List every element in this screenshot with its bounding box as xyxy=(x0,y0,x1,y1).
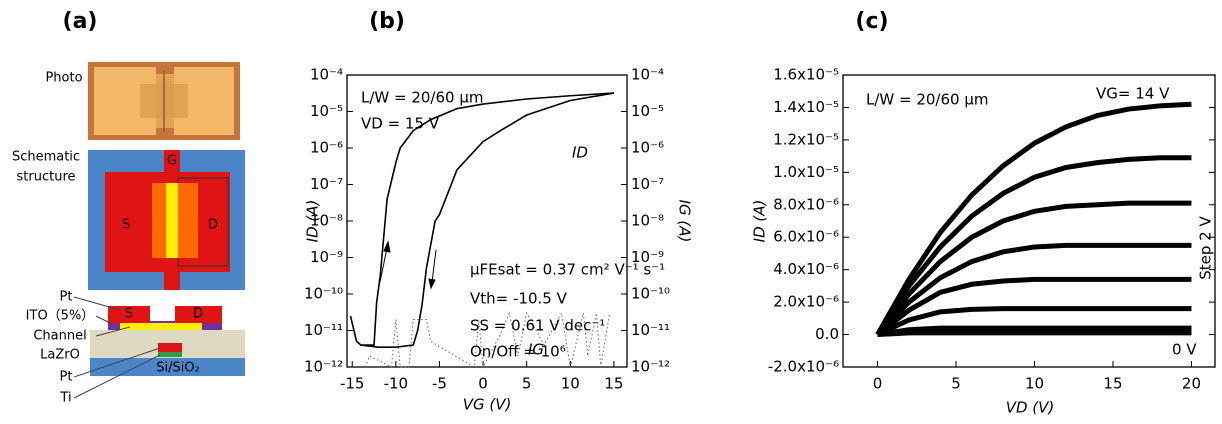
x-tick-label: 0 xyxy=(873,375,883,393)
y-axis-label: ID (A) xyxy=(304,200,322,243)
y-tick-label: 10⁻¹¹ xyxy=(304,321,343,339)
panel-label: (b) xyxy=(369,9,405,34)
panel-label: (c) xyxy=(855,9,888,34)
x-tick-label: 15 xyxy=(1103,375,1122,393)
layer-label: Pt xyxy=(60,370,73,385)
x-tick-label: -10 xyxy=(384,375,409,393)
annotation: VG= 14 V xyxy=(1096,85,1170,103)
x-axis-label: VD (V) xyxy=(1006,399,1055,417)
x-tick-label: 10 xyxy=(561,375,580,393)
layer-label: Channel xyxy=(33,329,86,344)
y-tick-label: 1.2x10⁻⁵ xyxy=(773,130,839,148)
x-tick-label: 20 xyxy=(1182,375,1201,393)
x-tick-label: 5 xyxy=(951,375,961,393)
x-axis-label: VG (V) xyxy=(463,396,512,414)
data-line xyxy=(364,311,611,369)
layer-label: ITO（5%） xyxy=(26,309,95,324)
data-line xyxy=(875,242,1192,337)
y-tick-label: -2.0x10⁻⁶ xyxy=(768,358,839,376)
annotation: On/Off = 10⁶ xyxy=(470,343,566,361)
data-line xyxy=(877,330,1192,338)
data-line xyxy=(875,155,1192,336)
cs-source: S xyxy=(125,307,133,322)
data-line xyxy=(877,325,1192,338)
y-tick-label: 10⁻⁴ xyxy=(310,66,343,84)
y-tick-label: 2.0x10⁻⁶ xyxy=(773,293,839,311)
photo-label: Photo xyxy=(45,71,82,86)
x-tick-label: -15 xyxy=(340,375,365,393)
annotation: VD = 15 V xyxy=(361,115,440,133)
annotation: L/W = 20/60 μm xyxy=(866,91,989,109)
layer-label: Ti xyxy=(59,391,71,406)
layer-label: LaZrO xyxy=(40,348,80,363)
y-axis-label: ID (A) xyxy=(751,200,769,243)
x-tick-label: -5 xyxy=(432,375,447,393)
y-tick-label: 10⁻⁷ xyxy=(310,175,343,193)
x-tick-label: 5 xyxy=(522,375,532,393)
y-tick-label: 0.0 xyxy=(815,325,839,343)
schematic xyxy=(88,150,245,290)
y-tick-label: 1.0x10⁻⁵ xyxy=(773,163,839,181)
y2-tick-label: 10⁻⁴ xyxy=(631,66,664,84)
cross-section xyxy=(73,296,245,399)
annotation: μFEsat = 0.37 cm² V⁻¹ s⁻¹ xyxy=(470,261,665,279)
y2-tick-label: 10⁻⁸ xyxy=(631,212,664,230)
y2-tick-label: 10⁻¹¹ xyxy=(631,321,670,339)
x-tick-label: 15 xyxy=(604,375,623,393)
y2-tick-label: 10⁻⁶ xyxy=(631,139,664,157)
annotation: SS = 0.61 V dec⁻¹ xyxy=(470,317,605,335)
data-line xyxy=(875,101,1192,336)
source-label: S xyxy=(122,218,130,233)
y-tick-label: 10⁻¹² xyxy=(304,358,343,376)
annotation: ID xyxy=(572,144,588,162)
layer-label: Pt xyxy=(60,290,73,305)
y2-tick-label: 10⁻⁵ xyxy=(631,102,664,120)
x-tick-label: 10 xyxy=(1025,375,1044,393)
y2-axis-label: IG (A) xyxy=(676,200,694,243)
y2-tick-label: 10⁻¹⁰ xyxy=(631,285,670,303)
schematic-label: structure xyxy=(17,170,76,185)
annotation: 0 V xyxy=(1172,341,1197,359)
y-tick-label: 10⁻⁵ xyxy=(310,102,343,120)
photo xyxy=(88,62,240,140)
y2-tick-label: 10⁻⁹ xyxy=(631,248,664,266)
sweep-arrows xyxy=(379,240,437,290)
y2-tick-label: 10⁻⁷ xyxy=(631,175,664,193)
data-line xyxy=(875,200,1192,337)
plot-frame xyxy=(842,74,1216,368)
y-tick-label: 10⁻⁹ xyxy=(310,248,343,266)
x-tick-label: 0 xyxy=(478,375,488,393)
cs-drain: D xyxy=(193,307,203,322)
drain-label: D xyxy=(208,218,218,233)
y-tick-label: 10⁻⁸ xyxy=(310,212,343,230)
y-tick-label: 6.0x10⁻⁶ xyxy=(773,228,839,246)
panel-label: (a) xyxy=(63,9,98,34)
data-line xyxy=(360,92,615,348)
y-tick-label: 8.0x10⁻⁶ xyxy=(773,195,839,213)
annotation: L/W = 20/60 μm xyxy=(361,89,484,107)
annotation: Step 2 V xyxy=(1197,216,1215,280)
y-tick-label: 10⁻¹⁰ xyxy=(304,285,343,303)
schematic-label: Schematic xyxy=(12,150,80,165)
annotation: IG xyxy=(528,341,544,359)
data-line xyxy=(875,276,1192,337)
gate-label: G xyxy=(167,154,177,169)
data-line xyxy=(876,306,1192,337)
y-tick-label: 1.4x10⁻⁵ xyxy=(773,98,839,116)
y2-tick-label: 10⁻¹² xyxy=(631,358,670,376)
cs-substrate: Si/SiO₂ xyxy=(156,361,200,376)
y-tick-label: 10⁻⁶ xyxy=(310,139,343,157)
y-tick-label: 1.6x10⁻⁵ xyxy=(773,66,839,84)
annotation: Vth= -10.5 V xyxy=(470,290,568,308)
y-tick-label: 4.0x10⁻⁶ xyxy=(773,260,839,278)
